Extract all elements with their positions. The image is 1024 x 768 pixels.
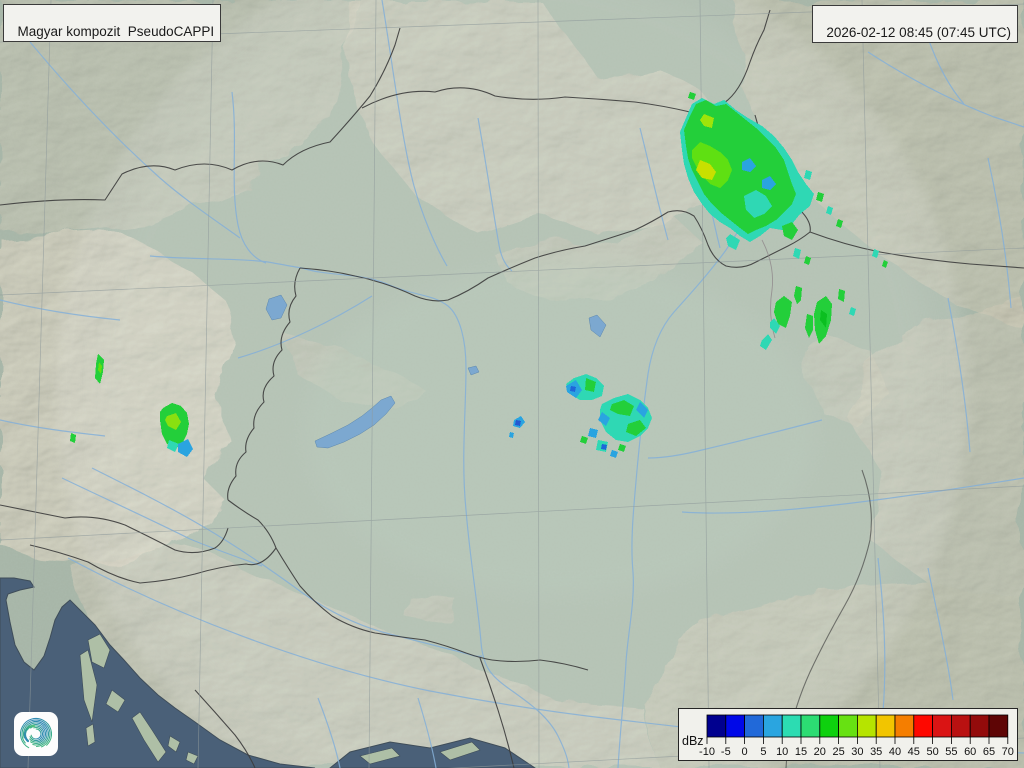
radar-echo-layer bbox=[70, 92, 888, 458]
legend-tick-label: 30 bbox=[851, 746, 863, 758]
legend-tick-label: 55 bbox=[945, 746, 957, 758]
legend-swatch bbox=[706, 714, 727, 738]
legend-tick-label: 20 bbox=[814, 746, 826, 758]
radar-echo bbox=[744, 190, 772, 218]
radar-echo bbox=[610, 450, 618, 458]
legend-swatch bbox=[969, 714, 990, 738]
radar-echo bbox=[805, 314, 813, 338]
radar-echo bbox=[849, 307, 856, 316]
lakes bbox=[265, 294, 607, 449]
radar-echo bbox=[793, 248, 801, 259]
radar-echo bbox=[588, 428, 598, 438]
radar-echo bbox=[782, 222, 798, 240]
legend-tick-label: 40 bbox=[889, 746, 901, 758]
hungaromet-logo bbox=[14, 712, 58, 756]
legend-tick-label: 70 bbox=[1002, 746, 1014, 758]
radar-echo bbox=[760, 334, 772, 350]
radar-echo bbox=[598, 412, 610, 426]
radar-echo bbox=[774, 296, 792, 328]
legend-swatch bbox=[838, 714, 858, 738]
dbz-legend: -10 -5 0 5 10 15 20 25 30 35 40 45 50 55 60 65 70 dBz bbox=[678, 708, 1018, 761]
radar-echo bbox=[165, 413, 181, 430]
legend-swatch bbox=[819, 714, 840, 738]
legend-swatch bbox=[725, 714, 745, 738]
radar-echo bbox=[570, 386, 576, 392]
radar-echo bbox=[816, 192, 824, 202]
lake-tisza bbox=[588, 314, 607, 338]
radar-echo bbox=[826, 206, 833, 215]
logo-swirl-icon bbox=[19, 717, 53, 751]
legend-swatch bbox=[932, 714, 952, 738]
radar-echo bbox=[798, 188, 812, 204]
product-title-box: Magyar kompozit PseudoCAPPI bbox=[3, 4, 222, 42]
lake-balaton bbox=[314, 395, 396, 449]
radar-echo bbox=[692, 142, 732, 188]
legend-swatch bbox=[913, 714, 934, 738]
legend-swatch bbox=[856, 714, 877, 738]
legend-swatch bbox=[875, 714, 896, 738]
legend-tick-label: -10 bbox=[699, 746, 715, 758]
radar-echo bbox=[794, 286, 802, 304]
legend-tick-label: 45 bbox=[908, 746, 920, 758]
legend-tick-label: 10 bbox=[776, 746, 788, 758]
legend-swatch bbox=[744, 714, 764, 738]
legend-swatch bbox=[763, 714, 783, 738]
radar-echo bbox=[804, 256, 811, 265]
legend-tick-label: 0 bbox=[742, 746, 748, 758]
radar-echo bbox=[770, 318, 780, 334]
product-title: Magyar kompozit PseudoCAPPI bbox=[17, 24, 215, 39]
radar-echo bbox=[696, 160, 716, 180]
radar-echo bbox=[601, 444, 607, 450]
legend-swatch bbox=[988, 714, 1009, 738]
legend-tick-label: 35 bbox=[870, 746, 882, 758]
radar-echo bbox=[836, 219, 843, 228]
radar-echo bbox=[610, 400, 634, 416]
radar-echo bbox=[742, 158, 756, 172]
legend-tick-label: 65 bbox=[983, 746, 995, 758]
radar-echo bbox=[700, 114, 714, 128]
radar-coverage-circle bbox=[56, 0, 968, 768]
radar-echo bbox=[70, 433, 76, 443]
legend-swatch bbox=[950, 714, 971, 738]
timestamp: 2026-02-12 08:45 (07:45 UTC) bbox=[826, 25, 1011, 40]
radar-echo bbox=[726, 234, 740, 250]
radar-echo bbox=[98, 362, 102, 374]
radar-echo bbox=[509, 432, 514, 438]
legend-tick-label: 50 bbox=[926, 746, 938, 758]
radar-echo bbox=[688, 92, 696, 100]
radar-echo bbox=[636, 402, 648, 418]
radar-echo bbox=[838, 289, 845, 302]
legend-swatch bbox=[894, 714, 915, 738]
radar-echo bbox=[762, 176, 776, 190]
radar-echo bbox=[618, 444, 626, 452]
legend-swatch bbox=[781, 714, 802, 738]
legend-tick-label: -5 bbox=[721, 746, 731, 758]
lake-velence bbox=[467, 365, 480, 376]
legend-tick-label: 15 bbox=[795, 746, 807, 758]
legend-tick-label: 25 bbox=[832, 746, 844, 758]
radar-echo bbox=[882, 260, 888, 268]
radar-echo bbox=[167, 440, 179, 452]
radar-echo bbox=[872, 249, 879, 258]
legend-unit-label: dBz bbox=[682, 734, 704, 748]
dbz-colorbar: -10 -5 0 5 10 15 20 25 30 35 40 45 50 55 60 65 70 dBz bbox=[682, 714, 1014, 758]
legend-tick-label: 60 bbox=[964, 746, 976, 758]
radar-echo bbox=[515, 420, 521, 426]
lake-ferto bbox=[265, 294, 288, 321]
legend-tick-label: 5 bbox=[760, 746, 766, 758]
radar-echo bbox=[820, 310, 827, 328]
radar-echo bbox=[804, 170, 812, 180]
radar-echo bbox=[580, 436, 588, 444]
islands bbox=[79, 633, 481, 765]
radar-echo bbox=[585, 378, 596, 392]
radar-echo bbox=[178, 439, 193, 457]
radar-echo bbox=[626, 420, 646, 436]
legend-swatch bbox=[800, 714, 821, 738]
timestamp-box: 2026-02-12 08:45 (07:45 UTC) bbox=[811, 5, 1018, 43]
